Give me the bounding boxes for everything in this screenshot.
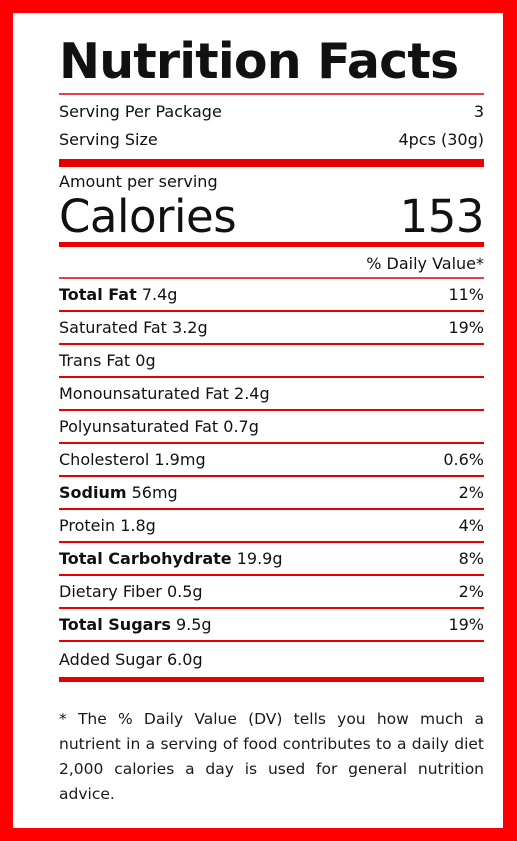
nutrient-daily-value: 8% [458,549,484,568]
calories-row: Calories 153 [59,189,485,243]
nutrient-name-amount: Added Sugar 6.0g [59,650,203,669]
nutrient-name-amount: Trans Fat 0g [59,351,156,370]
nutrient-daily-value: 11% [448,285,484,304]
nutrient-row: Saturated Fat 3.2g 19% [59,312,484,345]
nutrient-amount: 9.5g [175,615,212,634]
serving-size-value: 4pcs (30g) [398,129,484,149]
nutrient-name: Total Fat [59,285,137,304]
nutrient-row: Protein 1.8g 4% [59,510,484,543]
nutrient-row: Added Sugar 6.0g [59,642,484,682]
nutrient-row: Cholesterol 1.9mg 0.6% [59,444,484,477]
nutrient-name: Added Sugar [59,650,162,669]
nutrient-amount: 2.4g [234,384,270,403]
nutrient-name: Saturated Fat [59,318,167,337]
nutrient-row: Total Carbohydrate 19.9g 8% [59,543,484,576]
nutrient-amount: 0.7g [223,417,259,436]
nutrient-name: Dietary Fiber [59,582,162,601]
nutrient-amount: 0g [135,351,156,370]
nutrient-name-amount: Saturated Fat 3.2g [59,318,208,337]
nutrient-amount: 1.8g [120,516,156,535]
nutrient-row: Polyunsaturated Fat 0.7g [59,411,484,444]
serving-divider [59,159,484,167]
footnote: * The % Daily Value (DV) tells you how m… [59,710,484,803]
nutrient-amount: 6.0g [167,650,203,669]
nutrient-row: Dietary Fiber 0.5g 2% [59,576,484,609]
nutrient-name: Trans Fat [59,351,131,370]
serving-size-row: Serving Size 4pcs (30g) [59,125,484,153]
nutrient-name-amount: Total Carbohydrate 19.9g [59,549,283,568]
nutrient-name: Cholesterol [59,450,150,469]
nutrient-name-amount: Dietary Fiber 0.5g [59,582,203,601]
serving-per-package-row: Serving Per Package 3 [59,97,484,125]
nutrient-list: Total Fat 7.4g 11% Saturated Fat 3.2g 19% Tr… [59,279,484,682]
nutrient-name: Polyunsaturated Fat [59,417,219,436]
serving-per-package-value: 3 [473,101,484,121]
nutrient-name-amount: Sodium 56mg [59,483,178,502]
daily-value-divider [59,277,484,279]
nutrient-daily-value: 19% [448,318,484,337]
nutrient-name: Protein [59,516,116,535]
serving-per-package-label: Serving Per Package [59,101,222,121]
label-title: Nutrition Facts [59,33,459,90]
nutrient-row: Total Sugars 9.5g 19% [59,609,484,642]
nutrient-daily-value: 2% [458,582,484,601]
nutrition-label: Nutrition Facts Serving Per Package 3 Se… [59,31,485,807]
nutrient-name-amount: Polyunsaturated Fat 0.7g [59,417,259,436]
nutrient-amount: 0.5g [166,582,203,601]
nutrient-name-amount: Monounsaturated Fat 2.4g [59,384,270,403]
nutrient-name-amount: Total Fat 7.4g [59,285,177,304]
daily-value-header: % Daily Value* [366,254,484,273]
nutrient-amount: 1.9mg [154,450,206,469]
nutrient-row: Sodium 56mg 2% [59,477,484,510]
nutrient-row: Monounsaturated Fat 2.4g [59,378,484,411]
nutrient-daily-value: 19% [448,615,484,634]
nutrient-daily-value: 2% [458,483,484,502]
nutrient-daily-value: 4% [458,516,484,535]
nutrient-name-amount: Protein 1.8g [59,516,156,535]
nutrient-name: Sodium [59,483,127,502]
title-divider [59,93,484,95]
calories-value: 153 [399,189,485,243]
nutrient-name-amount: Total Sugars 9.5g [59,615,212,634]
nutrient-daily-value: 0.6% [443,450,484,469]
nutrient-name-amount: Cholesterol 1.9mg [59,450,206,469]
calories-divider [59,242,484,247]
nutrient-amount: 7.4g [141,285,178,304]
nutrient-name: Monounsaturated Fat [59,384,229,403]
nutrient-name: Total Sugars [59,615,171,634]
nutrient-row: Total Fat 7.4g 11% [59,279,484,312]
nutrient-amount: 56mg [131,483,178,502]
nutrient-row: Trans Fat 0g [59,345,484,378]
nutrient-amount: 19.9g [236,549,283,568]
serving-size-label: Serving Size [59,129,158,149]
amount-per-serving: Amount per serving [59,172,218,191]
nutrient-name: Total Carbohydrate [59,549,232,568]
nutrient-amount: 3.2g [172,318,208,337]
calories-label: Calories [59,189,237,243]
